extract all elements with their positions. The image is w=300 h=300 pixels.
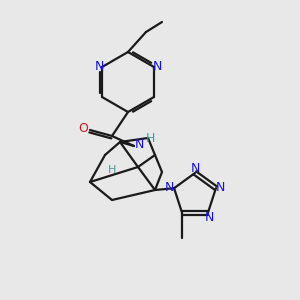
- Text: O: O: [78, 122, 88, 136]
- Text: N: N: [216, 181, 226, 194]
- Text: N: N: [190, 161, 200, 175]
- Text: N: N: [134, 137, 144, 151]
- Text: N: N: [94, 59, 104, 73]
- Text: H: H: [108, 165, 116, 175]
- Text: N: N: [152, 59, 162, 73]
- Text: N: N: [205, 211, 214, 224]
- Text: H: H: [145, 131, 155, 145]
- Text: N: N: [164, 181, 174, 194]
